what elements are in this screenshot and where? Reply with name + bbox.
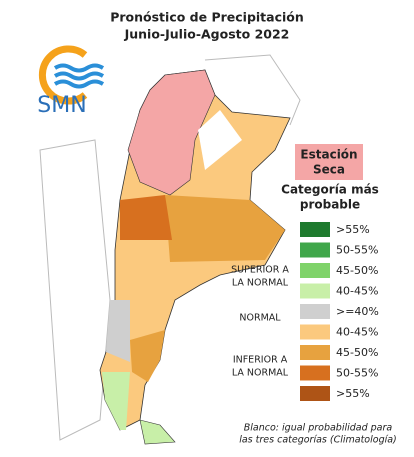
legend-label: 45-50% <box>336 346 378 359</box>
legend-label: 50-55% <box>336 244 378 257</box>
region-45-50 <box>165 195 285 262</box>
group-label: INFERIOR A <box>233 355 288 366</box>
region-50-55 <box>120 195 172 240</box>
legend-label: 50-55% <box>336 367 378 380</box>
legend-swatch <box>300 263 330 278</box>
legend-label: >=40% <box>336 305 379 318</box>
region-dry <box>127 69 216 196</box>
group-label: LA NORMAL <box>232 368 289 379</box>
title: Pronóstico de Precipitación <box>110 10 304 25</box>
season-label: Seca <box>313 163 345 177</box>
region-wet <box>139 419 176 445</box>
logo <box>38 45 105 105</box>
legend-label: 40-45% <box>336 285 378 298</box>
legend-swatch <box>300 324 330 340</box>
legend-label: >55% <box>336 223 370 236</box>
logo-text: SMN <box>37 93 86 118</box>
legend-swatch <box>300 222 330 237</box>
region-wet <box>102 372 130 430</box>
season-box <box>295 144 363 180</box>
region-normal <box>106 300 130 362</box>
map <box>99 69 291 445</box>
title: Junio-Julio-Agosto 2022 <box>124 27 290 42</box>
legend-label: 40-45% <box>336 326 378 339</box>
footnote: las tres categorías (Climatología) <box>239 435 397 446</box>
legend-swatch <box>300 304 330 319</box>
group-label: LA NORMAL <box>232 278 289 289</box>
season-label: Estación <box>300 148 357 162</box>
neighbor-outline <box>39 139 111 441</box>
legend-swatch <box>300 365 330 381</box>
group-label: NORMAL <box>239 313 281 324</box>
region-climatology <box>198 110 242 170</box>
group-label: SUPERIOR A <box>231 265 289 276</box>
footnote: Blanco: igual probabilidad para <box>244 423 393 434</box>
legend-swatch <box>300 345 330 360</box>
neighbor-outline <box>204 54 301 126</box>
region-45-50 <box>130 330 165 382</box>
legend-label: 45-50% <box>336 264 378 277</box>
legend-swatch <box>300 386 330 401</box>
legend-label: >55% <box>336 387 370 400</box>
legend-swatch <box>300 242 330 258</box>
legend-title: Categoría más <box>281 183 379 197</box>
legend-title: probable <box>300 198 360 212</box>
legend-swatch <box>300 283 330 299</box>
